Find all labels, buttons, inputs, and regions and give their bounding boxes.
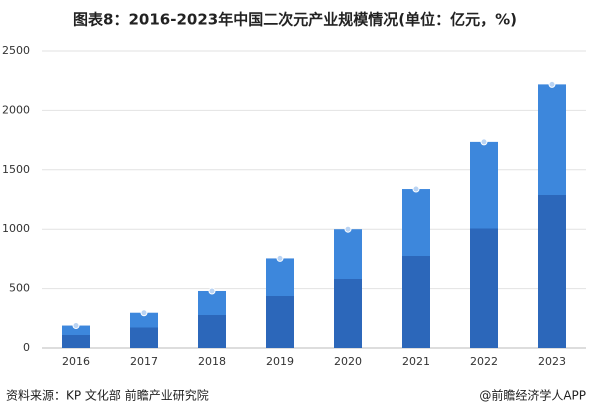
y-tick-label: 2000 xyxy=(2,103,30,116)
bar xyxy=(334,229,362,348)
x-tick-label: 2021 xyxy=(402,355,430,368)
x-tick-label: 2017 xyxy=(130,355,158,368)
bar-top-dot xyxy=(344,225,352,233)
x-tick-label: 2022 xyxy=(470,355,498,368)
y-tick-label: 1500 xyxy=(2,163,30,176)
bar xyxy=(538,84,566,348)
bar-top-dot xyxy=(480,138,488,146)
x-tick-label: 2018 xyxy=(198,355,226,368)
y-tick-label: 500 xyxy=(9,282,30,295)
bar-top-dot xyxy=(548,80,556,88)
x-tick-label: 2019 xyxy=(266,355,294,368)
bar-top-dot xyxy=(276,254,284,262)
bar xyxy=(130,312,158,348)
credit: @前瞻经济学人APP xyxy=(479,388,586,403)
chart-title: 图表8：2016-2023年中国二次元产业规模情况(单位：亿元，%) xyxy=(73,11,517,29)
x-tick-label: 2016 xyxy=(62,355,90,368)
bar xyxy=(62,325,90,348)
y-tick-label: 1000 xyxy=(2,222,30,235)
bar xyxy=(266,258,294,348)
y-tick-label: 2500 xyxy=(2,44,30,57)
bar-top-dot xyxy=(140,309,148,317)
bar-top-dot xyxy=(208,287,216,295)
bar xyxy=(402,189,430,348)
bar-top-dot xyxy=(412,185,420,193)
x-tick-label: 2023 xyxy=(538,355,566,368)
source: 资料来源：KP 文化部 前瞻产业研究院 xyxy=(6,388,209,403)
x-tick-label: 2020 xyxy=(334,355,362,368)
bar-top-dot xyxy=(72,322,80,330)
bar xyxy=(198,290,226,348)
bar xyxy=(470,141,498,348)
y-tick-label: 0 xyxy=(23,341,30,354)
